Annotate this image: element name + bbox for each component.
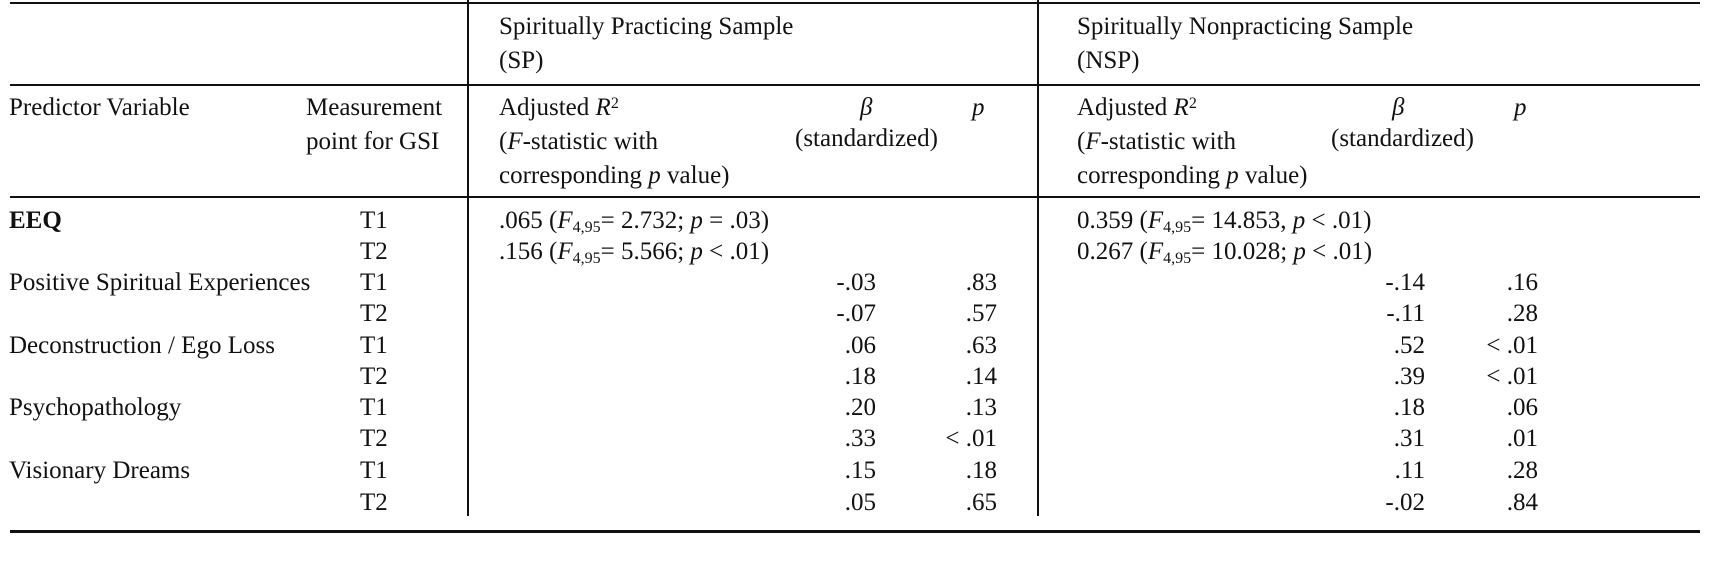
nsp-title: Spiritually Nonpracticing Sample (NSP) [1077,13,1414,74]
nsp-beta-cell: .31 [1393,425,1425,452]
measurement-cell: T1 [360,207,388,234]
sp-beta-cell: .06 [844,332,876,359]
sp-p-cell: .18 [965,457,997,484]
sp-p-cell: .14 [965,363,997,390]
nsp-beta-note: (standardized) [1331,125,1474,152]
nsp-p-cell: .01 [1506,425,1538,452]
nsp-p-cell: < .01 [1486,332,1538,359]
predictor-cell: Psychopathology [9,394,182,421]
predictor-cell: EEQ [9,207,62,234]
predictor-cell: Deconstruction / Ego Loss [9,332,275,359]
nsp-p-header: p [1514,94,1527,121]
nsp-beta-header: β [1392,94,1405,121]
nsp-p-cell: .16 [1506,269,1538,296]
sp-adjusted-r2-header: Adjusted R2 (F-statistic with correspond… [499,94,730,189]
top-rule [10,2,1700,4]
nsp-p-cell: .28 [1506,300,1538,327]
sp-beta-cell: .33 [844,425,876,452]
nsp-adjusted-r2-header: Adjusted R2 (F-statistic with correspond… [1077,94,1308,189]
nsp-model-fit-t1: 0.359 (F4,95= 14.853, p < .01) [1077,207,1372,236]
nsp-beta-cell: -.14 [1385,269,1425,296]
sp-beta-header: β [860,94,873,121]
measurement-cell: T2 [360,363,388,390]
divider-sp [467,0,469,516]
measurement-cell: T2 [360,489,388,516]
sp-p-cell: < .01 [945,425,997,452]
measurement-cell: T2 [360,238,388,265]
sp-beta-cell: .20 [844,394,876,421]
nsp-p-cell: < .01 [1486,363,1538,390]
sp-model-fit-t2: .156 (F4,95= 5.566; p < .01) [499,238,770,267]
divider-nsp [1037,0,1039,516]
measurement-cell: T1 [360,332,388,359]
sp-beta-cell: -.03 [836,269,876,296]
sp-beta-cell: .15 [844,457,876,484]
nsp-beta-cell: .11 [1394,457,1425,484]
predictor-cell: Positive Spiritual Experiences [9,269,311,296]
sp-beta-note: (standardized) [795,125,938,152]
sp-p-cell: .13 [965,394,997,421]
header-rule-1 [10,84,1700,86]
sp-model-fit-t1: .065 (F4,95= 2.732; p = .03) [499,207,770,236]
sp-p-cell: .63 [965,332,997,359]
nsp-p-cell: .84 [1506,489,1538,516]
measurement-cell: T1 [360,457,388,484]
nsp-beta-cell: -.02 [1385,489,1425,516]
sp-p-header: p [972,94,985,121]
nsp-p-cell: .06 [1506,394,1538,421]
sp-beta-cell: -.07 [836,300,876,327]
measurement-cell: T1 [360,394,388,421]
nsp-beta-cell: .18 [1393,394,1425,421]
nsp-beta-cell: .52 [1393,332,1425,359]
sp-beta-cell: .05 [844,489,876,516]
sp-beta-cell: .18 [844,363,876,390]
measurement-cell: T2 [360,300,388,327]
bottom-rule [10,530,1700,533]
nsp-beta-cell: -.11 [1386,300,1425,327]
measurement-cell: T2 [360,425,388,452]
sp-p-cell: .65 [965,489,997,516]
nsp-model-fit-t2: 0.267 (F4,95= 10.028; p < .01) [1077,238,1373,267]
sp-p-cell: .57 [965,300,997,327]
predictor-cell: Visionary Dreams [9,457,191,484]
predictor-header: Predictor Variable [9,94,190,121]
sp-p-cell: .83 [965,269,997,296]
header-rule-2 [10,196,1700,198]
nsp-p-cell: .28 [1506,457,1538,484]
measurement-cell: T1 [360,269,388,296]
measurement-header: Measurement point for GSI [306,94,443,155]
sp-title: Spiritually Practicing Sample (SP) [499,13,794,74]
nsp-beta-cell: .39 [1393,363,1425,390]
